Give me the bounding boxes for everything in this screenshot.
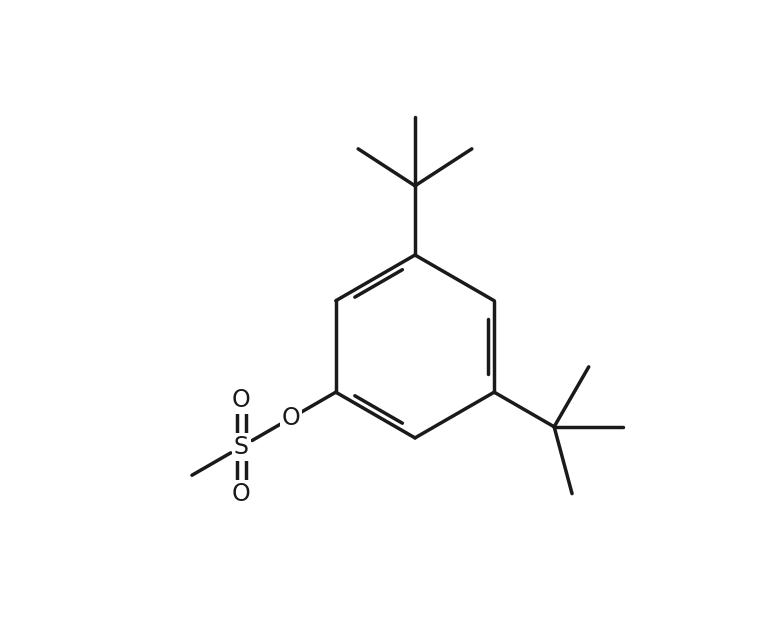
Text: O: O	[232, 482, 251, 506]
Text: S: S	[234, 435, 249, 458]
Text: O: O	[282, 406, 300, 430]
Text: O: O	[232, 388, 251, 412]
